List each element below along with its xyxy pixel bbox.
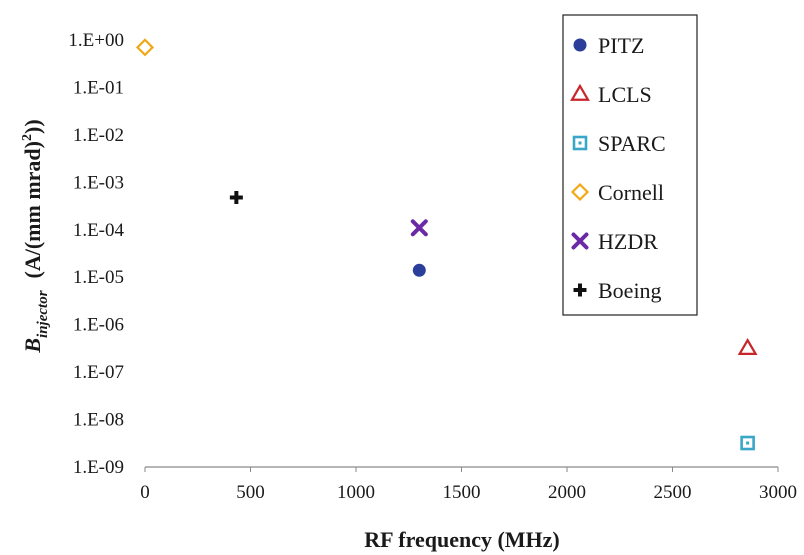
- x-tick-label: 1500: [443, 482, 481, 503]
- y-tick-label: 1.E-01: [73, 77, 124, 98]
- data-point-pitz: [412, 263, 426, 277]
- legend-marker-pitz: [573, 38, 587, 52]
- data-point-boeing: [229, 190, 243, 204]
- data-point-cornell: [135, 38, 155, 57]
- y-axis-title: Binjector (A/(mm mrad)2)): [20, 119, 51, 353]
- legend-label-lcls: LCLS: [598, 82, 652, 107]
- legend-marker-boeing: [573, 283, 587, 297]
- y-axis-title-superscript: 2: [20, 134, 35, 141]
- x-tick-label: 500: [236, 482, 265, 503]
- legend-label-hzdr: HZDR: [598, 229, 658, 254]
- legend-label-cornell: Cornell: [598, 180, 664, 205]
- legend-label-boeing: Boeing: [598, 278, 662, 303]
- legend: PITZ LCLS SPARC Cornell HZDR Boeing: [562, 14, 698, 316]
- y-axis-title-units-end: )): [20, 119, 45, 134]
- data-point-sparc: [740, 435, 755, 451]
- legend-marker-hzdr: [571, 232, 589, 250]
- y-tick-label: 1.E-03: [73, 172, 124, 193]
- x-tick-label: 1000: [337, 482, 375, 503]
- x-tick-label: 2500: [654, 482, 692, 503]
- x-axis-ticks: 0 500 1000 1500 2000 2500 3000: [140, 467, 797, 503]
- y-tick-label: 1.E-08: [73, 410, 124, 431]
- x-tick-label: 3000: [759, 482, 797, 503]
- y-tick-label: 1.E-02: [73, 125, 124, 146]
- y-axis-ticks: 1.E+00 1.E-01 1.E-02 1.E-03 1.E-04 1.E-05 1.E-…: [68, 30, 124, 478]
- x-tick-label: 2000: [548, 482, 586, 503]
- x-tick-label: 0: [140, 482, 150, 503]
- legend-marker-cornell: [570, 182, 590, 202]
- y-tick-label: 1.E-07: [73, 362, 124, 383]
- legend-marker-sparc: [572, 135, 588, 151]
- data-point-hzdr: [410, 219, 428, 237]
- legend-box: [562, 14, 698, 316]
- y-axis-title-symbol: B: [20, 338, 45, 354]
- legend-label-pitz: PITZ: [598, 33, 644, 58]
- y-tick-label: 1.E-05: [73, 267, 124, 288]
- legend-marker-lcls: [570, 83, 590, 101]
- y-axis-title-subscript: injector: [35, 290, 51, 338]
- legend-label-sparc: SPARC: [598, 131, 666, 156]
- y-tick-label: 1.E+00: [68, 30, 124, 51]
- y-axis-title-units: (A/(mm mrad): [20, 141, 45, 278]
- x-axis-title: RF frequency (MHz): [364, 527, 560, 552]
- y-tick-label: 1.E-04: [73, 220, 125, 241]
- data-point-lcls: [737, 337, 758, 356]
- y-tick-label: 1.E-09: [73, 457, 124, 478]
- data-points: [135, 38, 758, 451]
- y-tick-label: 1.E-06: [73, 315, 124, 336]
